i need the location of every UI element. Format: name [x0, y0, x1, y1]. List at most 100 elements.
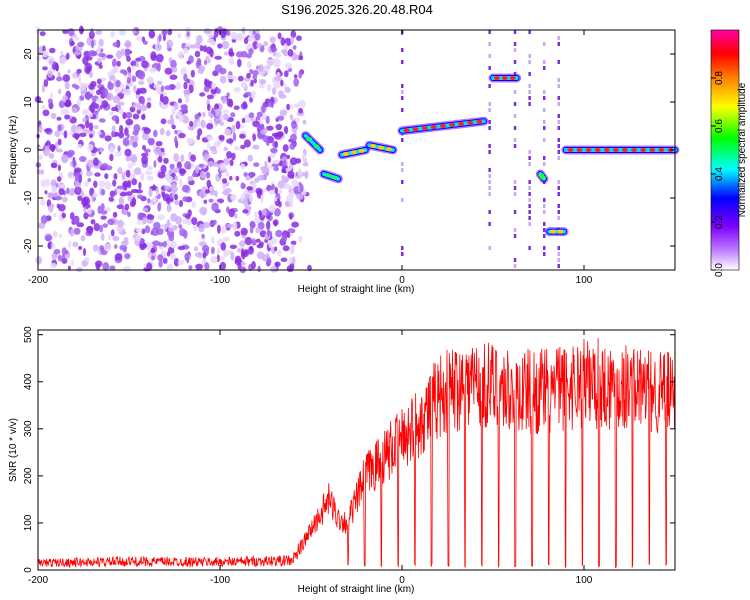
noise-blob [292, 45, 297, 50]
noise-blob [98, 53, 106, 58]
stripe-segment [543, 198, 546, 202]
noise-blob [185, 219, 193, 226]
noise-blob [246, 186, 253, 191]
stripe-segment [513, 186, 517, 190]
stripe-segment [557, 102, 560, 106]
noise-blob [79, 82, 87, 91]
stripe-segment [528, 162, 531, 166]
noise-blob [182, 219, 188, 224]
noise-blob [256, 124, 265, 131]
noise-blob [278, 189, 283, 194]
noise-blob [232, 221, 238, 231]
noise-blob [95, 263, 101, 270]
noise-blob [93, 157, 99, 166]
noise-blob [222, 183, 226, 191]
stripe-segment [488, 210, 491, 214]
stripe-segment [557, 246, 560, 250]
stripe-segment [401, 252, 404, 256]
stripe-segment [488, 174, 491, 178]
noise-blob [203, 85, 210, 93]
noise-blob [119, 69, 127, 74]
noise-blob [99, 148, 103, 153]
noise-blob [274, 246, 278, 252]
noise-blob [240, 261, 246, 266]
noise-blob [162, 240, 167, 248]
noise-blob [171, 124, 176, 130]
noise-blob [78, 245, 83, 251]
noise-blob [226, 92, 230, 98]
ridge-peak [467, 120, 474, 125]
snr-y-tick-label: 500 [23, 326, 34, 343]
noise-blob [173, 153, 180, 163]
noise-blob [106, 92, 114, 101]
noise-blob [97, 43, 102, 51]
noise-blob [287, 231, 291, 239]
colorbar: 0.0 0.2 0.4 0.6 0.8 Normalized spectral ampl… [710, 29, 748, 277]
noise-blob [174, 167, 180, 173]
noise-blob [141, 228, 146, 235]
noise-blob [286, 103, 290, 111]
stripe-segment [513, 102, 517, 106]
noise-blob [206, 38, 215, 44]
stripe-segment [528, 60, 531, 64]
noise-blob [282, 144, 289, 152]
noise-blob [152, 196, 158, 203]
colorbar-tick-label: 0.6 [714, 119, 725, 133]
noise-blob [174, 193, 179, 201]
noise-blob [302, 162, 309, 167]
noise-blob [135, 234, 142, 242]
noise-blob [220, 242, 227, 251]
stripe-segment [543, 60, 546, 64]
noise-blob [266, 58, 274, 67]
snr-y-tick-label: 0 [23, 567, 34, 573]
noise-blob [44, 234, 53, 242]
ridge-peak [550, 229, 557, 234]
spectrogram-ridges [301, 73, 680, 237]
noise-blob [132, 28, 137, 34]
noise-blob [288, 257, 294, 266]
stripe-segment [557, 210, 560, 214]
ridge-peak [603, 148, 610, 152]
noise-blob [74, 35, 79, 41]
noise-blob [118, 131, 125, 139]
noise-blob [50, 92, 54, 100]
stripe-segment [528, 210, 531, 214]
noise-blob [227, 30, 231, 37]
noise-blob [237, 58, 242, 68]
noise-blob [194, 113, 199, 120]
noise-blob [55, 148, 64, 153]
noise-blob [246, 72, 251, 79]
noise-blob [142, 207, 149, 212]
noise-blob [123, 266, 131, 272]
noise-blob [80, 235, 86, 242]
noise-blob [165, 239, 170, 248]
stripe-segment [488, 120, 491, 124]
noise-blob [181, 105, 188, 112]
noise-blob [141, 36, 146, 43]
noise-blob [267, 101, 274, 108]
stripe-segment [543, 228, 546, 232]
noise-blob [291, 221, 299, 228]
noise-blob [251, 239, 257, 246]
noise-blob [273, 166, 280, 172]
noise-blob [230, 112, 236, 118]
noise-blob [289, 114, 294, 121]
stripe-segment [557, 258, 560, 262]
ridge-peak [306, 137, 313, 142]
noise-blob [171, 66, 178, 73]
ridge-peak [403, 128, 410, 133]
noise-blob [182, 115, 189, 124]
noise-blob [93, 223, 101, 232]
noise-blob [66, 152, 73, 158]
noise-blob [130, 189, 139, 193]
noise-blob [266, 125, 274, 131]
ridge-peak [324, 173, 331, 178]
noise-blob [169, 74, 178, 80]
stripe-segment [557, 36, 560, 40]
noise-blob [298, 70, 303, 79]
noise-blob [150, 51, 157, 60]
noise-blob [122, 182, 128, 191]
noise-blob [177, 259, 185, 265]
noise-blob [208, 198, 214, 203]
noise-blob [271, 132, 280, 137]
